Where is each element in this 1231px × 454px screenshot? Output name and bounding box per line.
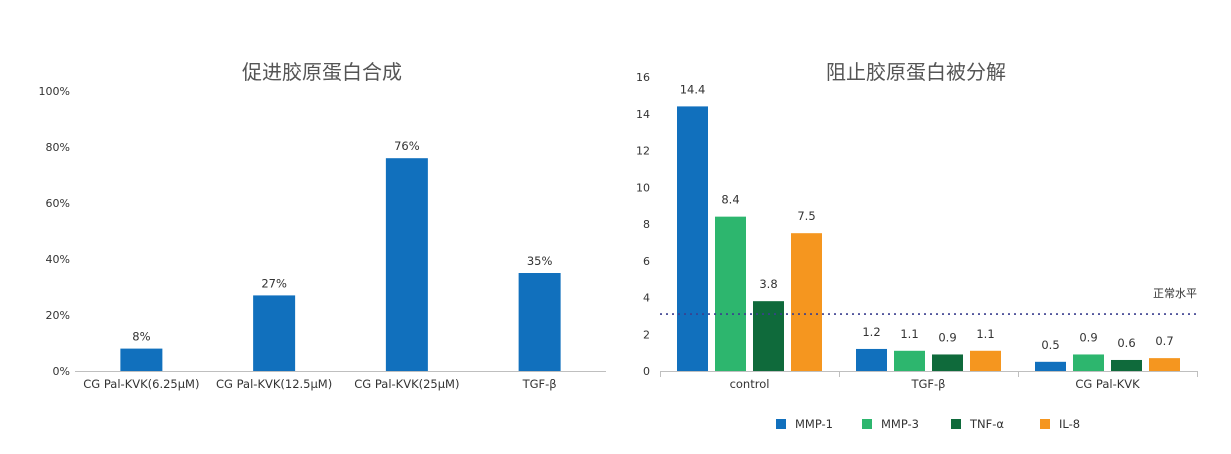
right-y-tick-label: 8 [643,218,650,231]
left-y-tick-label: 0% [53,365,70,378]
right-y-tick-label: 2 [643,328,650,341]
right-bar [894,350,925,371]
left-bar [253,295,296,371]
left-category-label: TGF-β [522,377,557,391]
left-y-tick-label: 60% [46,197,70,210]
right-bar-data-label: 0.6 [1117,336,1135,350]
right-bar-data-label: 0.7 [1155,334,1173,348]
right-bar [1073,354,1104,371]
right-bar-data-label: 0.9 [1079,330,1097,344]
right-bar-data-label: 8.4 [721,193,739,207]
right-bar-data-label: 7.5 [797,209,815,223]
legend-label: MMP-3 [881,417,919,431]
right-bar-data-label: 3.8 [759,277,777,291]
right-category-label: CG Pal-KVK [1075,377,1140,391]
left-category-label: CG Pal-KVK(25μM) [354,377,459,391]
right-bar-data-label: 1.1 [976,327,994,341]
left-bar [385,158,428,371]
left-y-tick-label: 20% [46,309,70,322]
right-y-tick-label: 6 [643,255,650,268]
right-bar-data-label: 1.1 [900,327,918,341]
left-bar-data-label: 27% [261,276,287,290]
left-chart-title: 促进胶原蛋白合成 [242,60,402,84]
right-bar [1035,361,1066,371]
left-y-tick-label: 80% [46,141,70,154]
legend-swatch [1040,419,1050,429]
left-bar-data-label: 76% [394,139,420,153]
right-bar [1149,358,1180,371]
right-y-tick-label: 12 [636,145,650,158]
right-bar-data-label: 0.9 [938,330,956,344]
left-y-axis: 0% 20% 40% 60% 80% 100% [39,85,606,378]
right-y-tick-label: 4 [643,292,650,305]
right-bar [1111,359,1142,371]
right-bar [932,354,963,371]
right-bar-data-label: 0.5 [1041,338,1059,352]
right-y-tick-label: 10 [636,181,650,194]
right-category-label: control [730,377,770,391]
right-bar [856,348,887,371]
left-bars: 8% CG Pal-KVK(6.25μM) 27% CG Pal-KVK(12.5μM… [83,139,561,391]
right-legend: MMP-1 MMP-3 TNF-α IL-8 [776,417,1080,431]
right-bar [970,350,1001,371]
right-bar [677,106,708,372]
right-y-tick-label: 14 [636,108,650,121]
right-bar-data-label: 1.2 [862,325,880,339]
left-category-label: CG Pal-KVK(12.5μM) [216,377,332,391]
left-bar-data-label: 8% [132,330,150,344]
right-bar [791,233,822,371]
left-y-tick-label: 100% [39,85,70,98]
normal-level-line: 正常水平 [660,287,1197,315]
right-bar [715,216,746,371]
legend-label: TNF-α [969,417,1004,431]
right-bars: 14.4 8.4 3.8 7.5 control 1.2 1.1 0.9 1.1 TGF-β 0.5… [677,82,1180,391]
right-y-axis: 0 2 4 6 8 10 12 14 16 [636,71,1198,378]
right-category-label: TGF-β [910,377,945,391]
legend-label: IL-8 [1059,417,1080,431]
right-chart-title: 阻止胶原蛋白被分解 [826,60,1006,84]
legend-swatch [951,419,961,429]
left-category-label: CG Pal-KVK(6.25μM) [83,377,199,391]
legend-swatch [776,419,786,429]
left-bar [518,273,561,371]
left-y-tick-label: 40% [46,253,70,266]
right-y-tick-label: 16 [636,71,650,84]
left-bar-data-label: 35% [527,254,553,268]
legend-swatch [862,419,872,429]
legend-label: MMP-1 [795,417,833,431]
right-bar-data-label: 14.4 [680,82,706,96]
collagen-synthesis-chart: 促进胶原蛋白合成 0% 20% 40% 60% 80% 100% 8% CG Pal-KVK… [39,60,606,391]
right-y-tick-label: 0 [643,365,650,378]
left-bar [120,348,163,371]
collagen-degradation-chart: 阻止胶原蛋白被分解 0 2 4 6 8 10 12 14 16 14.4 8.4 3.8 7.5 con… [636,60,1198,431]
normal-level-label: 正常水平 [1153,287,1197,300]
right-bar [753,301,784,371]
